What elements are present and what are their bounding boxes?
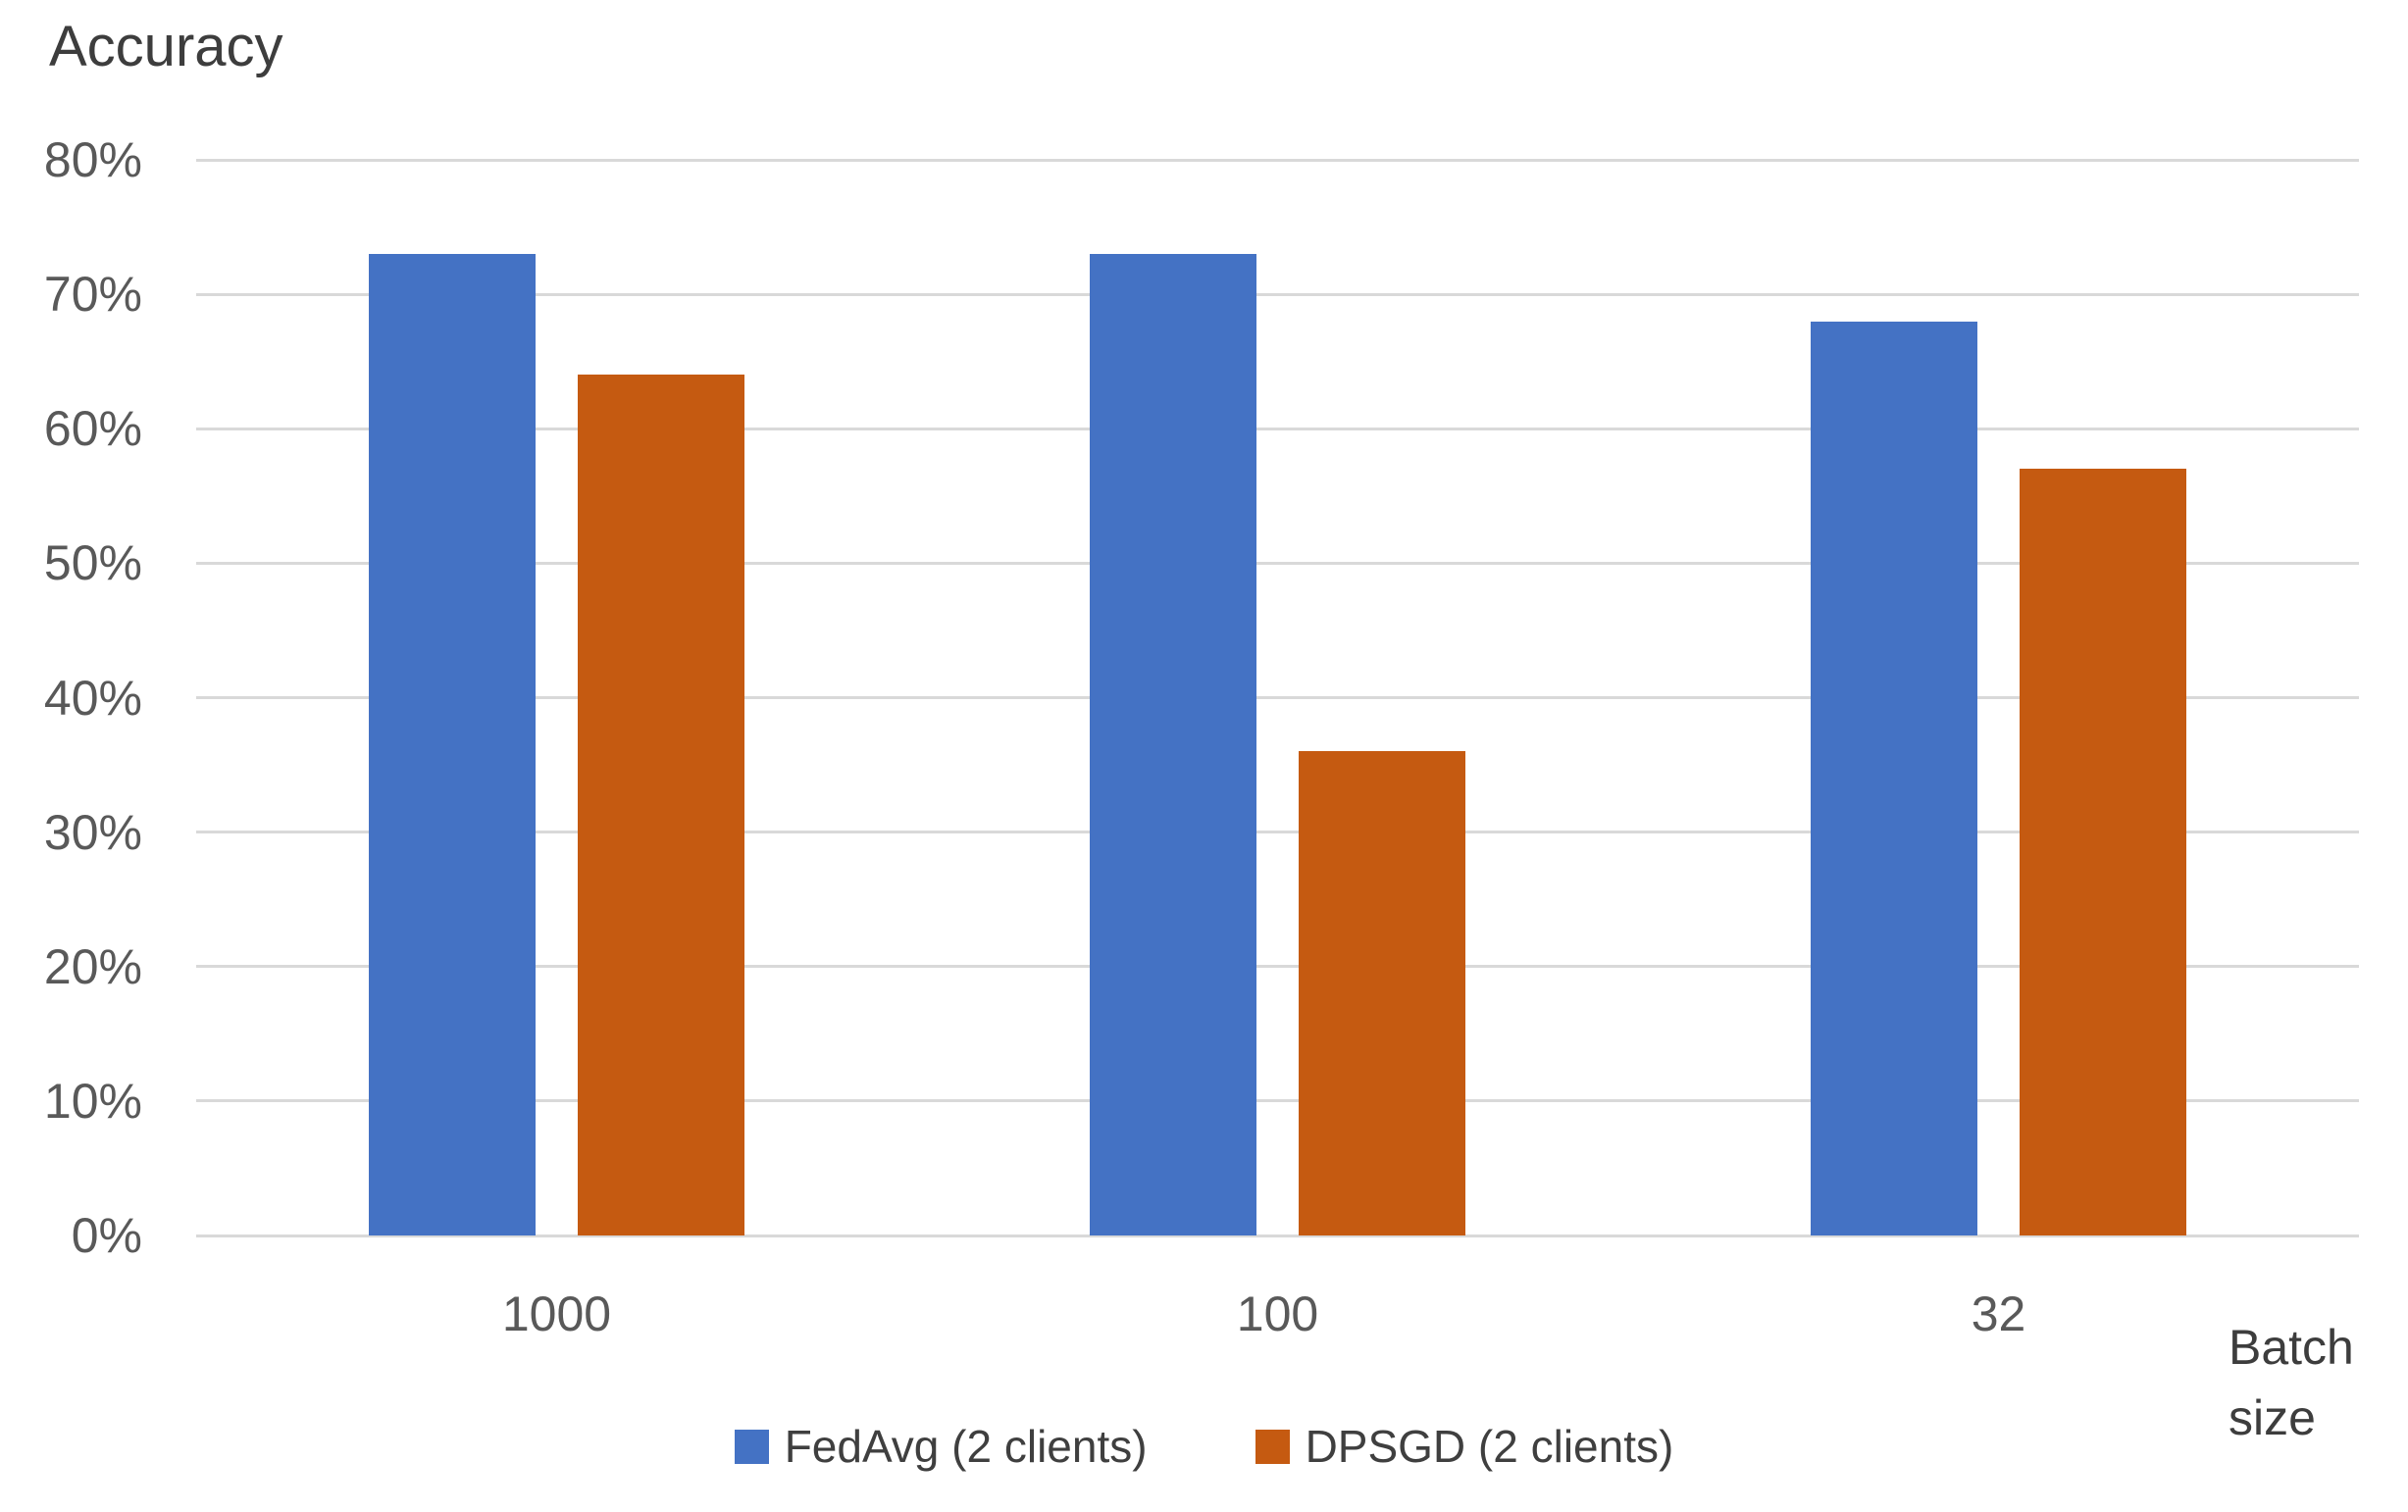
y-tick-label: 20% xyxy=(43,938,142,994)
gridline xyxy=(196,831,2359,834)
gridline xyxy=(196,292,2359,296)
bar-dpsgd-batch-1000 xyxy=(578,375,744,1235)
x-axis-title: Batch size xyxy=(2229,1312,2354,1453)
y-tick-label: 80% xyxy=(43,132,142,187)
legend-swatch-icon xyxy=(734,1429,769,1464)
legend-label: FedAvg (2 clients) xyxy=(784,1421,1148,1472)
gridline xyxy=(196,427,2359,430)
x-tick-label: 32 xyxy=(1971,1286,2026,1341)
x-tick-label: 100 xyxy=(1236,1286,1319,1341)
legend-item: DPSGD (2 clients) xyxy=(1255,1420,1674,1473)
legend-label: DPSGD (2 clients) xyxy=(1305,1421,1674,1472)
y-tick-label: 0% xyxy=(71,1208,142,1263)
plot-area xyxy=(196,158,2359,1237)
bar-fedavg-batch-32 xyxy=(1811,321,1977,1235)
y-tick-label: 30% xyxy=(43,804,142,860)
y-tick-label: 70% xyxy=(43,267,142,323)
gridline xyxy=(196,1234,2359,1237)
gridline xyxy=(196,561,2359,565)
gridline xyxy=(196,965,2359,969)
x-tick-label: 1000 xyxy=(501,1286,612,1341)
bar-dpsgd-batch-100 xyxy=(1299,751,1465,1235)
x-axis-title-line2: size xyxy=(2229,1390,2316,1445)
gridline xyxy=(196,696,2359,699)
y-axis-title: Accuracy xyxy=(49,15,283,78)
y-tick-label: 60% xyxy=(43,401,142,457)
y-tick-label: 10% xyxy=(43,1073,142,1129)
gridline xyxy=(196,1099,2359,1103)
x-axis-title-line1: Batch xyxy=(2229,1320,2354,1375)
bar-fedavg-batch-1000 xyxy=(369,254,536,1235)
legend-swatch-icon xyxy=(1255,1429,1290,1464)
legend: FedAvg (2 clients) DPSGD (2 clients) xyxy=(0,1420,2408,1473)
gridline xyxy=(196,158,2359,162)
bar-fedavg-batch-100 xyxy=(1090,254,1256,1235)
bar-dpsgd-batch-32 xyxy=(2020,469,2186,1235)
y-tick-label: 50% xyxy=(43,535,142,591)
y-tick-label: 40% xyxy=(43,670,142,726)
legend-item: FedAvg (2 clients) xyxy=(734,1420,1148,1473)
